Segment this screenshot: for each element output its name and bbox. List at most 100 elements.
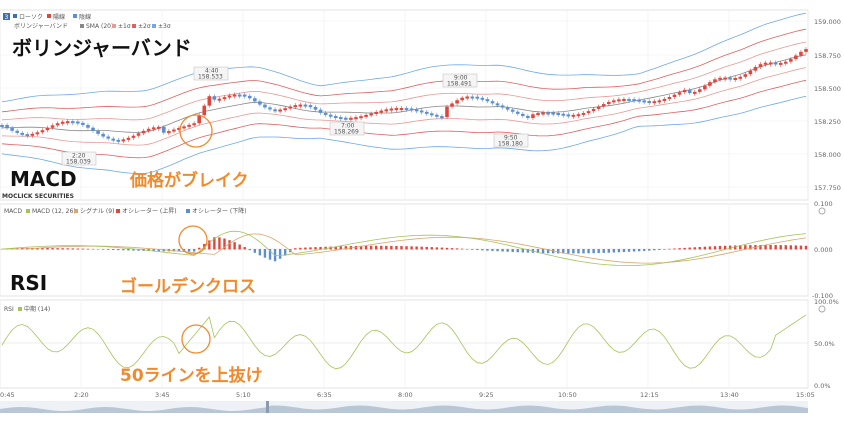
- macd-histogram-bar: [481, 249, 484, 251]
- macd-histogram-bar: [56, 248, 59, 250]
- candle-body: [692, 91, 697, 94]
- candle-body: [435, 114, 439, 117]
- candle-body: [247, 95, 252, 99]
- navigator-handle[interactable]: [266, 401, 269, 413]
- macd-histogram-bar: [723, 245, 727, 250]
- candle-body: [60, 121, 65, 124]
- rsi-tick: 50.0%: [814, 340, 835, 348]
- macd-histogram-bar: [385, 245, 388, 250]
- macd-histogram-bar: [314, 247, 317, 250]
- macd-histogram-bar: [334, 246, 337, 250]
- macd-histogram-bar: [577, 249, 580, 254]
- candle-body: [510, 109, 515, 112]
- macd-histogram-bar: [198, 247, 201, 250]
- candle-body: [106, 136, 110, 139]
- macd-histogram-bar: [380, 245, 383, 250]
- macd-histogram-bar: [728, 245, 732, 250]
- macd-histogram-bar: [658, 249, 661, 250]
- candle-body: [480, 97, 485, 100]
- macd-tick: 0.100: [814, 200, 833, 208]
- macd-legend-name: MACD: [4, 208, 22, 215]
- macd-histogram-bar: [223, 238, 226, 250]
- candle-body: [622, 98, 626, 101]
- legend-bb-name: ボリンジャーバンド: [14, 22, 68, 30]
- macd-histogram-bar: [764, 244, 767, 250]
- macd-histogram-bar: [511, 249, 514, 252]
- band-line: [1, 67, 807, 146]
- candle-body: [409, 108, 414, 111]
- time-axis: 0:45 2:20 3:45 5:10 6:35 8:00 9:25 10:50…: [0, 391, 815, 399]
- macd-settings-icon[interactable]: [818, 207, 826, 215]
- candle-body: [354, 117, 358, 120]
- macd-histogram-bar: [769, 244, 772, 250]
- macd-series: [0, 230, 808, 266]
- legend-1s-label: ±1σ: [118, 23, 131, 30]
- candle-body: [399, 108, 404, 111]
- macd-histogram-bar: [364, 245, 368, 250]
- time-tick: 10:50: [558, 391, 577, 399]
- legend-down-label: 陰線: [79, 13, 91, 21]
- macd-histogram-bar: [344, 246, 348, 250]
- candle-body: [698, 89, 702, 92]
- time-tick: 9:25: [479, 391, 494, 399]
- macd-histogram-bar: [51, 248, 54, 250]
- bollinger-bands: [1, 12, 807, 175]
- macd-histogram-bar: [804, 245, 808, 250]
- candle-body: [217, 98, 222, 101]
- macd-histogram-bar: [774, 245, 777, 250]
- macd-histogram-bar: [430, 247, 434, 250]
- candle-body: [349, 117, 353, 120]
- bollinger-title: ボリンジャーバンド: [12, 36, 192, 60]
- macd-histogram-bar: [243, 247, 246, 250]
- candle-body: [20, 132, 25, 135]
- candle-body: [768, 62, 773, 65]
- legend-swatch-macd: [26, 209, 30, 213]
- candle-body: [773, 62, 778, 65]
- legend-swatch-2s: [132, 24, 136, 28]
- macd-histogram-bar: [602, 249, 605, 253]
- macd-histogram-bar: [299, 247, 302, 250]
- svg-text:158.039: 158.039: [66, 159, 91, 166]
- macd-title: MACD: [10, 167, 77, 191]
- candle-body: [197, 115, 202, 124]
- candle-body: [328, 114, 333, 117]
- svg-text:4:40: 4:40: [205, 68, 219, 75]
- macd-histogram-bar: [592, 249, 595, 254]
- navigator-area: [0, 405, 808, 413]
- svg-text:158.491: 158.491: [447, 81, 472, 88]
- price-callouts: 2:20 158.039 4:40 158.533 7:00 158.269 9…: [61, 66, 529, 166]
- macd-histogram-bar: [152, 249, 155, 252]
- macd-histogram-bar: [521, 249, 525, 253]
- candle-body: [450, 103, 454, 107]
- macd-histogram-bar: [359, 245, 363, 250]
- candle-body: [556, 113, 561, 116]
- macd-histogram-bar: [627, 249, 631, 252]
- callout-low-2: 7:00 158.269: [329, 121, 365, 136]
- candle-body: [146, 128, 151, 131]
- candle-body: [81, 122, 85, 125]
- candle-body: [242, 94, 247, 97]
- candle-body: [333, 116, 338, 119]
- macd-histogram-bar: [678, 248, 681, 250]
- legend-swatch-candle: [13, 14, 17, 18]
- macd-histogram-bar: [400, 246, 403, 250]
- price-tick: 159.000: [814, 18, 841, 26]
- macd-histogram-bar: [703, 246, 707, 250]
- macd-histogram-bar: [567, 249, 570, 254]
- price-tick: 158.000: [814, 151, 841, 159]
- candle-body: [263, 104, 267, 108]
- candle-body: [723, 77, 727, 80]
- rsi-tick: 100.0%: [814, 298, 839, 306]
- legend-badge[interactable]: [3, 13, 10, 20]
- price-tick: 158.250: [814, 118, 841, 126]
- candle-body: [753, 67, 758, 71]
- macd-histogram-bar: [112, 249, 115, 251]
- time-tick: 13:40: [720, 391, 739, 399]
- macd-histogram-bar: [460, 248, 464, 250]
- candle-body: [470, 96, 475, 99]
- macd-histogram-bar: [673, 248, 676, 250]
- candle-body: [258, 101, 262, 105]
- price-tick: 158.750: [814, 52, 841, 60]
- macd-histogram-bar: [309, 247, 312, 250]
- rsi-settings-icon[interactable]: [818, 305, 826, 313]
